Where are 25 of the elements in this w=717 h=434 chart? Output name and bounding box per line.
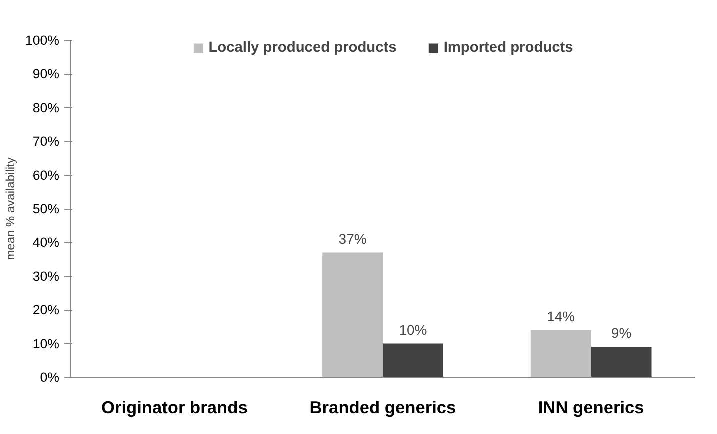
x-tick-label: Branded generics [310,398,456,418]
bar [383,344,444,378]
legend-label: Imported products [444,40,574,56]
y-axis-title: mean % availability [3,158,18,260]
data-label: 14% [547,308,576,324]
data-label: 10% [399,322,428,338]
y-tick-label: 0% [40,370,60,385]
y-tick-label: 20% [32,302,60,318]
x-tick-label: Originator brands [101,398,248,418]
y-tick-label: 30% [32,268,60,284]
bar [530,330,592,378]
y-tick-label: 60% [32,168,60,183]
y-tick-label: 10% [32,336,60,352]
bar [591,347,652,378]
data-label: 9% [611,325,632,342]
y-tick-label: 80% [32,100,60,116]
y-tick-label: 90% [32,66,60,82]
y-tick-label: 70% [32,134,60,150]
x-tick-label: INN generics [538,398,644,418]
y-tick-label: 40% [32,235,60,250]
bar [322,252,383,378]
legend-label: Locally produced products [208,40,397,56]
y-tick-label: 100% [25,33,60,48]
data-label: 37% [338,230,367,247]
y-tick-label: 50% [32,202,60,216]
